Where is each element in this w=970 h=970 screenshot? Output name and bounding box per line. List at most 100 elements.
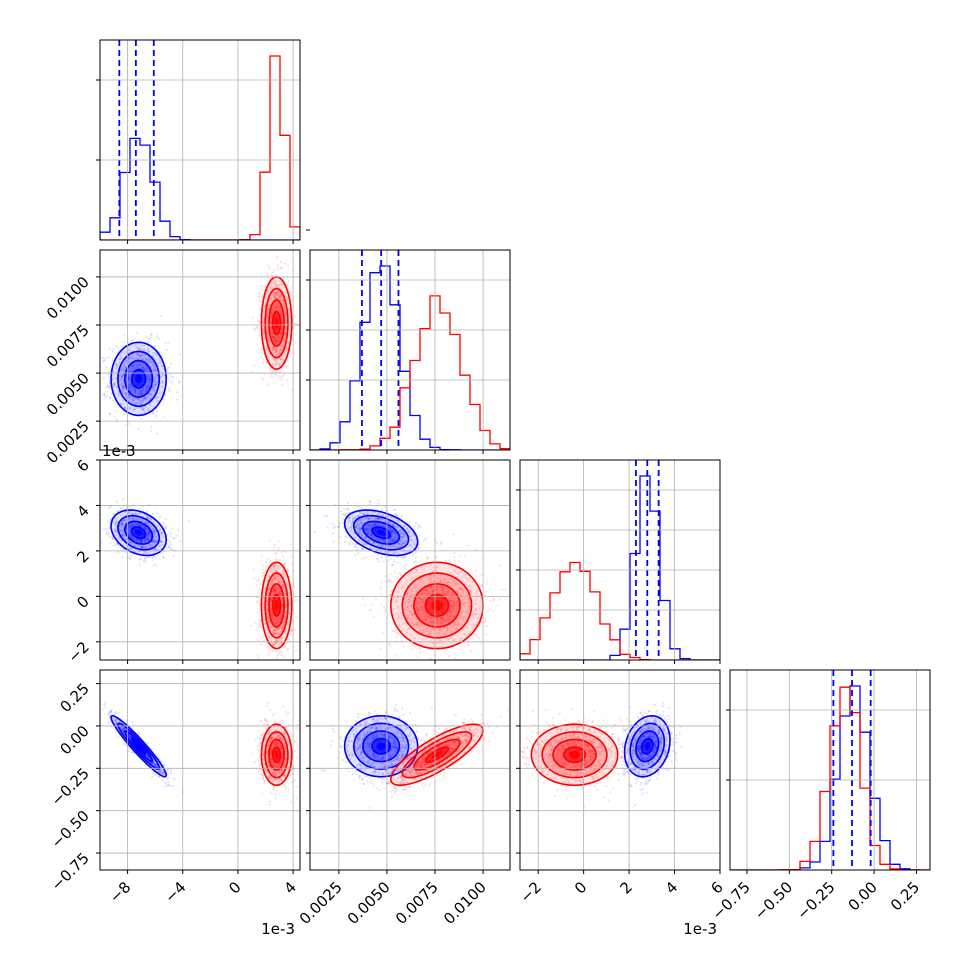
sample-point (128, 356, 131, 359)
sample-point (131, 513, 135, 516)
sample-point (130, 541, 133, 544)
sample-point (278, 593, 281, 596)
sample-point (262, 324, 265, 328)
sample-point (396, 561, 399, 564)
sample-point (288, 329, 291, 332)
sample-point (154, 383, 157, 386)
sample-point (121, 367, 124, 370)
sample-point (261, 358, 264, 361)
sample-point (269, 626, 272, 629)
sample-point (263, 639, 266, 642)
sample-point (146, 531, 149, 534)
sample-point (414, 556, 417, 559)
sample-point (285, 605, 288, 609)
sample-point (139, 525, 142, 528)
sample-point (127, 528, 131, 531)
sample-point (116, 385, 119, 389)
sample-point (280, 297, 283, 300)
sample-point (105, 390, 108, 393)
sample-point (107, 385, 111, 388)
sample-point (141, 367, 144, 370)
sample-point (279, 618, 282, 621)
sample-point (284, 590, 287, 593)
sample-point (274, 588, 277, 591)
sample-point (144, 358, 147, 361)
sample-point (148, 409, 151, 412)
sample-point (269, 367, 272, 370)
sample-point (264, 304, 267, 307)
sample-point (146, 556, 149, 559)
sample-point (128, 393, 131, 396)
sample-point (271, 349, 274, 352)
sample-point (128, 517, 131, 520)
sample-point (148, 531, 151, 535)
sample-point (124, 407, 127, 410)
sample-point (273, 335, 276, 338)
sample-point (111, 359, 114, 362)
sample-point (362, 597, 365, 600)
sample-point (145, 360, 148, 363)
sample-point (275, 306, 278, 309)
sample-point (146, 522, 149, 526)
sample-point (280, 328, 283, 332)
blue-contour (117, 514, 161, 551)
sample-point (280, 335, 283, 338)
sample-point (128, 540, 131, 543)
sample-point (141, 393, 144, 396)
sample-point (275, 293, 278, 296)
sample-point (269, 375, 272, 378)
sample-point (279, 616, 282, 619)
sample-point (148, 532, 151, 536)
sample-point (272, 591, 275, 594)
sample-point (277, 334, 280, 337)
sample-point (149, 390, 153, 393)
sample-point (278, 363, 281, 366)
sample-point (120, 375, 123, 378)
sample-point (129, 387, 132, 390)
sample-point (146, 385, 149, 388)
sample-point (284, 311, 287, 314)
sample-point (140, 538, 143, 541)
sample-point (128, 505, 131, 508)
sample-point (279, 336, 282, 339)
sample-point (152, 369, 155, 372)
sample-point (147, 536, 150, 539)
sample-point (153, 530, 156, 533)
sample-point (122, 519, 125, 522)
sample-point (271, 310, 274, 313)
sample-point (130, 355, 133, 358)
sample-point (285, 605, 288, 608)
sample-point (139, 523, 142, 527)
sample-point (276, 335, 280, 338)
sample-point (275, 638, 278, 641)
sample-point (286, 348, 289, 351)
sample-point (161, 535, 164, 538)
sample-point (173, 537, 176, 540)
sample-point (466, 544, 469, 548)
sample-point (147, 539, 150, 542)
sample-point (130, 536, 133, 539)
sample-point (270, 315, 273, 318)
sample-point (288, 592, 291, 595)
sample-point (280, 309, 283, 312)
sample-point (270, 578, 273, 581)
sample-point (122, 548, 125, 551)
sample-point (278, 296, 281, 299)
sample-point (154, 352, 157, 355)
sample-point (159, 540, 162, 543)
sample-point (287, 638, 290, 641)
sample-point (276, 340, 279, 343)
sample-point (274, 336, 277, 339)
sample-point (158, 515, 162, 519)
sample-point (273, 592, 276, 595)
sample-point (100, 541, 103, 544)
sample-point (112, 383, 115, 386)
sample-point (153, 366, 156, 369)
sample-point (278, 621, 281, 624)
sample-point (270, 316, 273, 319)
sample-point (273, 587, 276, 590)
sample-point (387, 559, 390, 562)
sample-point (288, 311, 291, 314)
sample-point (129, 522, 133, 525)
sample-point (127, 349, 131, 352)
